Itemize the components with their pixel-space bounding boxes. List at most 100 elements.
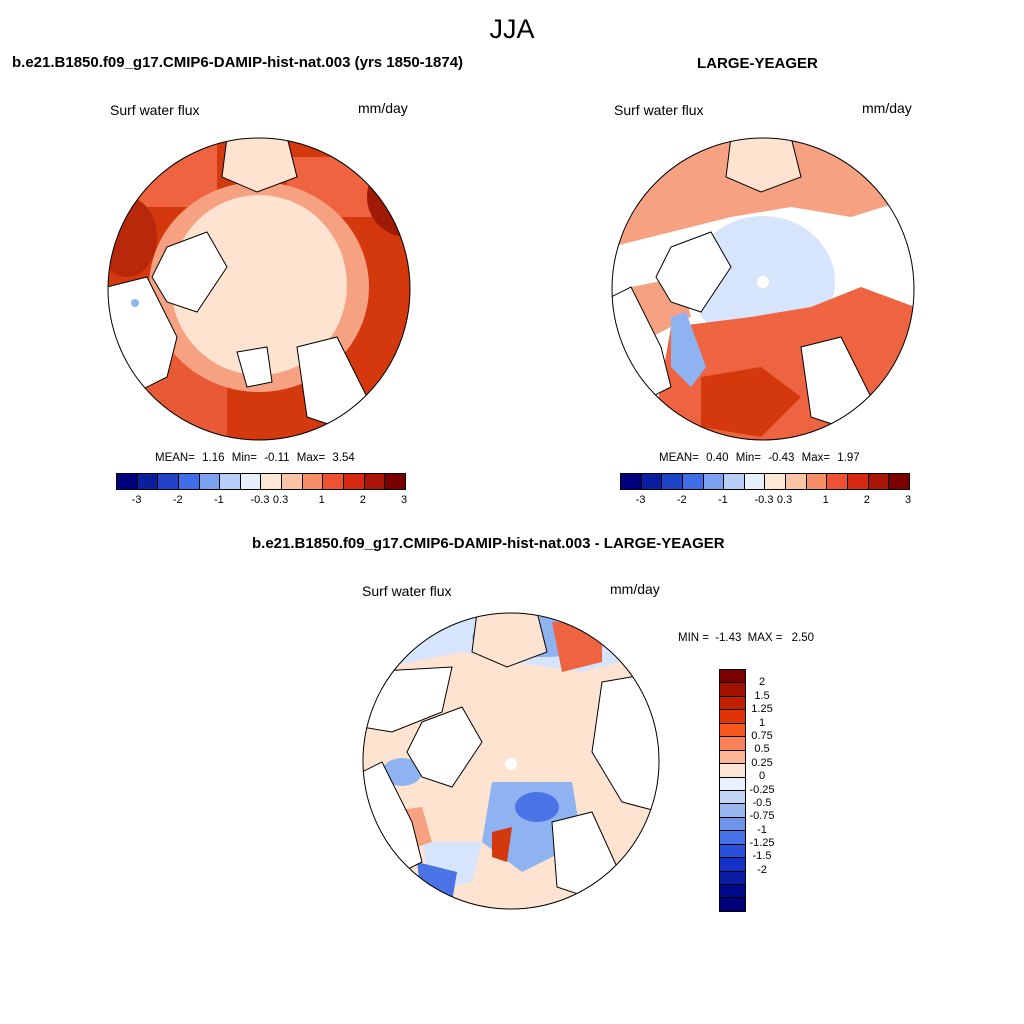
panel3-colorbar-tick-label: -1.5 [752, 850, 772, 863]
panel1-colorbar-swatch [385, 474, 405, 489]
panel3-colorbar-swatch [720, 898, 745, 911]
panel2-max-label: Max= [801, 452, 831, 464]
panel3-colorbar-tick-label: 2 [758, 676, 766, 689]
panel1-min-value: -0.11 [264, 452, 290, 464]
panel1-colorbar-tick-label: 3 [400, 494, 408, 506]
panel3-colorbar-tick-label: -0.5 [752, 796, 772, 809]
panel1-stats: MEAN= 1.16 Min= -0.11 Max= 3.54 [155, 452, 355, 464]
panel2-variable-label: Surf water flux [614, 102, 704, 118]
panel3-colorbar-swatch [720, 777, 745, 791]
panel3-heading: b.e21.B1850.f09_g17.CMIP6-DAMIP-hist-nat… [252, 535, 725, 552]
panel3-colorbar-swatch [720, 858, 745, 872]
panel2-colorbar-tick-label: 3 [904, 494, 912, 506]
panel2-colorbar-swatch [765, 474, 787, 489]
panel2-mean-label: MEAN= [659, 452, 699, 464]
panel3-colorbar-tick-label: 1.25 [751, 703, 773, 716]
panel2-map-border [611, 137, 915, 441]
panel3-colorbar-swatch [720, 670, 745, 684]
panel1-max-value: 3.54 [332, 452, 355, 464]
panel2-colorbar-swatch [868, 474, 890, 489]
panel3-colorbar-tick-label: -0.75 [749, 810, 775, 823]
panel1-min-label: Min= [231, 452, 257, 464]
panel1-colorbar-tick-label: 0.3 [272, 494, 289, 506]
panel2-units-label: mm/day [862, 100, 912, 116]
panel3-colorbar [719, 669, 746, 912]
panel1-colorbar-tick-label: 1 [318, 494, 325, 506]
panel3-colorbar-tick-label: -2 [757, 863, 767, 876]
panel1-colorbar-swatch [261, 474, 283, 489]
panel2-mean-value: 0.40 [706, 452, 729, 464]
panel1-map-border [107, 137, 411, 441]
panel3-colorbar-swatch [720, 790, 745, 805]
panel2-colorbar-tick-label: -3 [635, 494, 646, 506]
panel1-colorbar-tick-label: -1 [213, 494, 224, 506]
panel3-max-label: MAX = [747, 632, 783, 644]
panel3-colorbar-swatch [720, 737, 745, 751]
panel3-colorbar-swatch [720, 710, 745, 724]
panel2-colorbar-swatch [806, 474, 828, 489]
panel1-mean-value: 1.16 [202, 452, 225, 464]
panel2-min-value: -0.43 [768, 452, 795, 464]
panel1-colorbar-swatch [282, 474, 303, 489]
panel2-colorbar-swatch [724, 474, 745, 489]
panel2-colorbar-swatch [848, 474, 869, 489]
panel2-colorbar-tick-label: -0.3 [754, 494, 774, 506]
panel3-min-label: MIN = [678, 632, 709, 644]
panel1-mean-label: MEAN= [155, 452, 195, 464]
panel3-colorbar-swatch [720, 804, 745, 818]
panel1-colorbar-swatch [117, 474, 138, 489]
panel3-colorbar-tick-label: -1 [757, 823, 767, 836]
panel2-max-value: 1.97 [837, 452, 860, 464]
panel2-colorbar-tick-label: -1 [717, 494, 728, 506]
panel3-colorbar-tick-label: -1.25 [749, 837, 775, 850]
panel1-colorbar-swatch [220, 474, 241, 489]
panel3-units-label: mm/day [610, 581, 660, 597]
panel3-map-border [362, 612, 660, 910]
panel3-colorbar-tick-label: 0.5 [754, 743, 770, 756]
panel1-colorbar-tick-label: -0.3 [250, 494, 270, 506]
panel2-colorbar-swatch [786, 474, 807, 489]
panel2-min-label: Min= [735, 452, 761, 464]
panel1-units-label: mm/day [358, 100, 408, 116]
panel2-colorbar [620, 473, 910, 490]
panel1-colorbar-tick-label: -3 [131, 494, 142, 506]
panel3-colorbar-swatch [720, 871, 745, 885]
panel2-colorbar-swatch [827, 474, 849, 489]
panel1-colorbar-swatch [323, 474, 345, 489]
panel3-colorbar-swatch [720, 696, 745, 711]
panel3-min-value: -1.43 [715, 632, 742, 644]
panel1-colorbar-swatch [240, 474, 262, 489]
panel3-colorbar-swatch [720, 750, 745, 765]
panel3-polar-map [362, 612, 660, 910]
panel2-colorbar-swatch [703, 474, 725, 489]
panel3-colorbar-tick-label: -0.25 [749, 783, 775, 796]
panel2-colorbar-swatch [662, 474, 683, 489]
panel1-colorbar-swatch [178, 474, 200, 489]
panel3-colorbar-tick-label: 1 [758, 716, 766, 729]
panel1-colorbar-swatch [158, 474, 179, 489]
panel1-heading: b.e21.B1850.f09_g17.CMIP6-DAMIP-hist-nat… [12, 54, 464, 71]
panel3-colorbar-swatch [720, 723, 745, 738]
panel3-stats: MIN = -1.43 MAX = 2.50 [678, 632, 814, 644]
panel2-colorbar-swatch [744, 474, 766, 489]
panel3-colorbar-swatch [720, 844, 745, 859]
panel2-polar-map [611, 137, 915, 441]
panel2-heading: LARGE-YEAGER [697, 55, 818, 72]
panel3-colorbar-swatch [720, 683, 745, 697]
panel3-colorbar-swatch [720, 885, 745, 899]
panel2-colorbar-ticks: -3 -2 -1 -0.3 0.3 1 2 3 [620, 494, 912, 508]
panel3-colorbar-tick-label: 0.75 [751, 729, 773, 742]
panel3-colorbar-swatch [720, 764, 745, 778]
panel3-colorbar-swatch [720, 831, 745, 845]
panel1-colorbar-ticks: -3 -2 -1 -0.3 0.3 1 2 3 [116, 494, 408, 508]
panel1-colorbar-swatch [302, 474, 324, 489]
figure-title: JJA [489, 14, 535, 44]
panel3-max-value: 2.50 [791, 632, 815, 644]
panel2-colorbar-tick-label: 2 [863, 494, 870, 506]
panel1-colorbar-swatch [364, 474, 386, 489]
panel1-variable-label: Surf water flux [110, 102, 200, 118]
panel1-colorbar-swatch [137, 474, 159, 489]
panel3-colorbar-tick-label: 0.25 [751, 756, 773, 769]
panel2-colorbar-swatch [621, 474, 642, 489]
panel2-colorbar-tick-label: -2 [676, 494, 687, 506]
